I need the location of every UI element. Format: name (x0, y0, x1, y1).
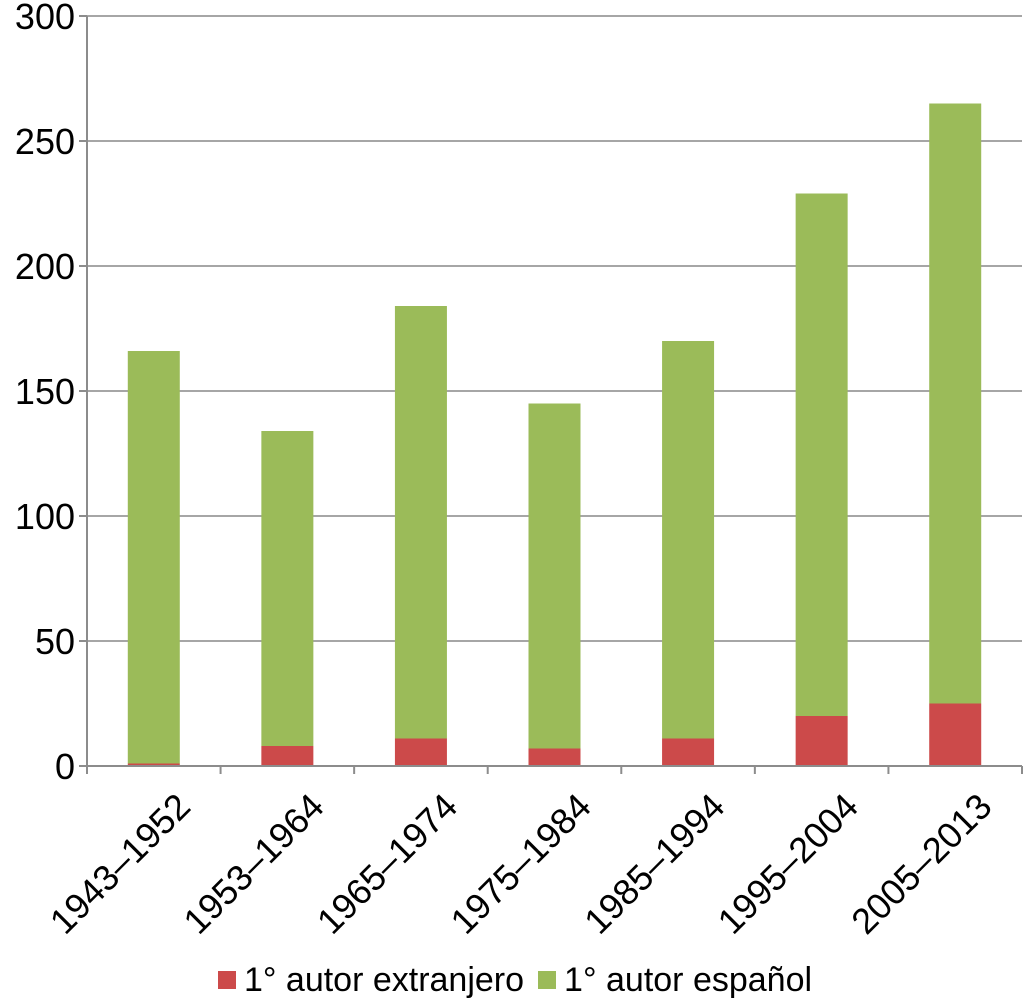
legend-item-espanol: 1° autor español (538, 961, 812, 1000)
y-tick-label: 0 (55, 746, 75, 787)
y-tick-label: 50 (35, 621, 75, 662)
x-tick-label: 1965–1974 (309, 785, 465, 941)
legend-item-extranjero: 1° autor extranjero (217, 960, 525, 1000)
bar-segment-espanol (929, 103, 982, 704)
legend-label-espanol: 1° autor español (564, 960, 813, 999)
bar-segment-extranjero (528, 748, 581, 766)
bar-segment-extranjero (261, 746, 314, 766)
stacked-bar-chart: 0 50 100 150 200 250 300 1943–19521953–1964196… (15, 0, 1023, 942)
legend-label-extranjero: 1° autor extranjero (243, 960, 525, 999)
x-tick-label: 1985–1994 (576, 785, 732, 941)
legend-swatch-espanol (538, 971, 557, 989)
x-axis-ticks: 1943–19521953–19641965–19741975–19841985… (42, 766, 1023, 942)
y-tick-label: 100 (15, 496, 75, 537)
bar-segment-espanol (795, 193, 848, 716)
x-tick-label: 2005–2013 (843, 785, 999, 941)
bar-segment-espanol (662, 341, 715, 739)
y-tick-label: 150 (15, 371, 75, 412)
x-tick-label: 1943–1952 (42, 785, 198, 941)
bars (127, 103, 982, 766)
bar-segment-extranjero (394, 738, 447, 766)
y-tick-label: 200 (15, 246, 75, 287)
bar-segment-espanol (127, 351, 180, 764)
y-axis-ticks: 0 50 100 150 200 250 300 (15, 0, 87, 787)
y-tick-label: 300 (15, 0, 75, 37)
x-tick-label: 1995–2004 (710, 785, 866, 941)
y-tick-label: 250 (15, 121, 75, 162)
x-tick-label: 1953–1964 (175, 785, 331, 941)
bar-segment-extranjero (127, 763, 180, 766)
bar-segment-espanol (261, 431, 314, 746)
bar-segment-espanol (394, 306, 447, 739)
bar-segment-extranjero (795, 716, 848, 766)
gridlines (87, 15, 1022, 642)
axes (86, 16, 1022, 767)
bar-segment-espanol (528, 403, 581, 749)
bar-segment-extranjero (929, 703, 982, 766)
bar-segment-extranjero (662, 738, 715, 766)
x-tick-label: 1975–1984 (442, 785, 598, 941)
legend: 1° autor extranjero 1° autor español (0, 958, 1030, 1002)
legend-swatch-extranjero (217, 971, 236, 989)
